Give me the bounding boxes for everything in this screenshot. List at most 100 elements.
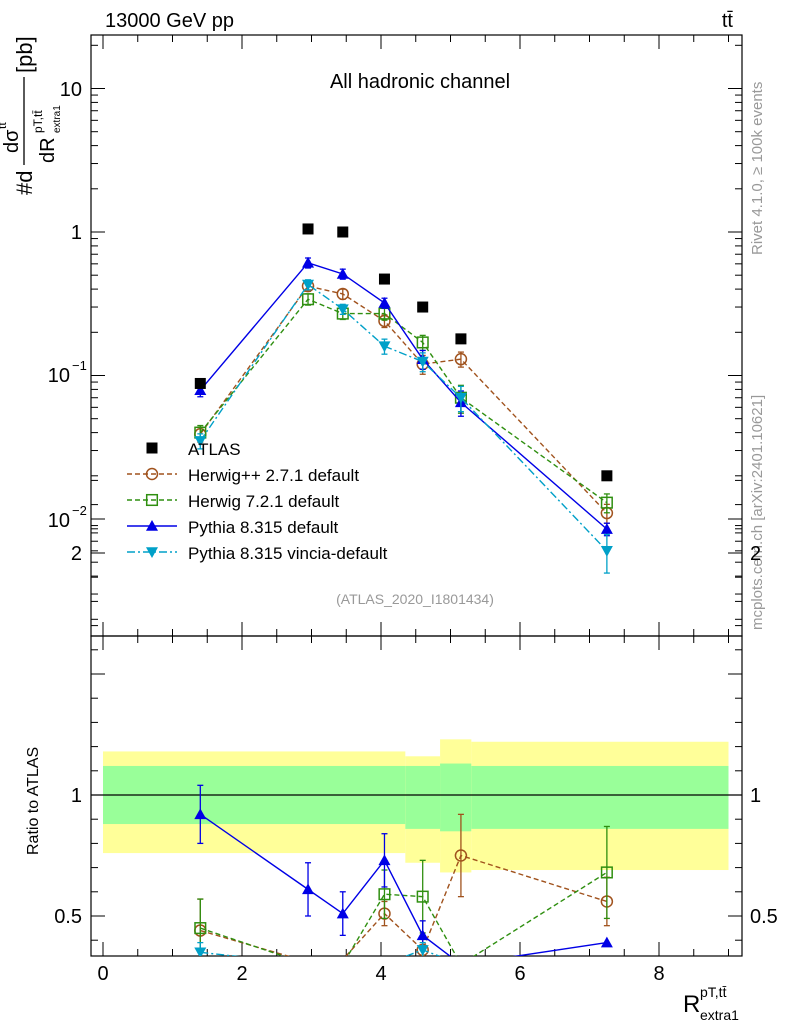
ratio-data-point (416, 945, 429, 956)
data-point (378, 297, 391, 308)
data-point (301, 293, 315, 306)
ratio-y-tick-label: 0.5 (54, 906, 82, 928)
ratio-series-line (200, 854, 608, 956)
svg-text:dσ: dσ (1, 129, 23, 153)
ratio-y-tick-label-right: 2 (750, 543, 761, 565)
ratio-data-point (194, 808, 207, 820)
atlas-data-point (378, 273, 390, 285)
legend-marker (146, 442, 158, 454)
data-point (416, 356, 429, 368)
main-y-axis-title: #d dσ tt̄ dR pT,tt̄ extra1 [pb] (0, 36, 63, 195)
svg-text:extra1: extra1 (700, 1007, 739, 1023)
ratio-data-point (416, 929, 429, 941)
legend: ATLAS Herwig++ 2.7.1 default Herwig 7.2.1 … (127, 440, 388, 563)
data-point (454, 352, 468, 366)
data-point (600, 523, 613, 534)
data-point (600, 496, 613, 509)
legend-marker (145, 467, 159, 481)
y-tick-label-1: 1 (71, 222, 82, 244)
legend-label: ATLAS (188, 440, 241, 459)
svg-text:#d: #d (12, 171, 37, 195)
data-point (302, 256, 315, 268)
x-tick-label: 6 (514, 963, 525, 985)
legend-marker (146, 547, 158, 558)
ratio-data-point (600, 866, 613, 879)
atlas-data-point (302, 223, 314, 235)
main-y-tick-labels: 10 1 10 −1 10 −2 (48, 79, 87, 532)
ratio-uncertainty-bands (103, 739, 729, 873)
atlas-data-point (417, 301, 429, 313)
x-tick-label: 2 (236, 963, 247, 985)
process-label: tt̄ (722, 10, 734, 32)
svg-text:R: R (683, 991, 700, 1018)
ratio-data-point (336, 907, 349, 919)
ratio-y-tick-label: 1 (71, 785, 82, 807)
ratio-data-point (378, 854, 391, 866)
energy-label: 13000 GeV pp (105, 10, 234, 32)
ratio-data-point (454, 849, 468, 862)
legend-label: Herwig++ 2.7.1 default (188, 466, 359, 485)
y-tick-label-1e-1-exp: −1 (72, 358, 87, 373)
svg-text:dR: dR (37, 137, 59, 163)
data-point (378, 341, 391, 353)
ratio-data-point (302, 883, 315, 895)
legend-marker (146, 520, 158, 531)
atlas-data-point (337, 226, 349, 238)
ratio-series-layer (194, 784, 614, 956)
atlas-data-point (601, 470, 613, 482)
ratio-data-point (378, 888, 391, 901)
ratio-data-point (416, 890, 429, 903)
ratio-series-line (200, 871, 608, 956)
ratio-y-tick-label-right: 0.5 (750, 906, 778, 928)
rivet-label: Rivet 4.1.0, ≥ 100k events (749, 82, 766, 255)
data-point (302, 279, 315, 291)
x-tick-label: 8 (653, 963, 664, 985)
ratio-y-axis-title: Ratio to ATLAS (25, 747, 42, 855)
x-tick-label: 4 (375, 963, 386, 985)
legend-label: Pythia 8.315 vincia-default (188, 544, 388, 563)
x-axis-title: R pT,tt̄ extra1 (683, 984, 739, 1023)
svg-text:pT,tt̄: pT,tt̄ (700, 984, 727, 1000)
ratio-y-tick-labels: 0.5 0.5 1 1 2 2 (54, 543, 778, 928)
legend-label: Herwig 7.2.1 default (188, 492, 339, 511)
main-axis-ticks (91, 35, 742, 636)
data-point (336, 267, 349, 279)
svg-text:extra1: extra1 (52, 105, 63, 133)
ratio-data-point (194, 922, 207, 935)
svg-text:tt̄: tt̄ (0, 122, 9, 129)
ratio-plot-frame (90, 635, 743, 957)
data-point (336, 287, 350, 301)
ratio-axis-ticks (91, 479, 742, 956)
data-point (194, 436, 207, 447)
data-point (454, 392, 467, 404)
y-tick-label-1e-2-exp: −2 (72, 503, 87, 518)
ratio-data-point (600, 936, 613, 948)
data-point (600, 546, 613, 557)
ratio-y-tick-label: 2 (71, 543, 82, 565)
atlas-data-point (455, 333, 467, 345)
x-tick-labels: 0 2 4 6 8 (97, 963, 664, 985)
main-series-layer (194, 223, 614, 574)
analysis-label: (ATLAS_2020_I1801434) (336, 591, 494, 607)
svg-text:pT,tt̄: pT,tt̄ (31, 110, 45, 133)
ratio-data-point (194, 947, 207, 956)
mcplots-label: mcplots.cern.ch [arXiv:2401.10621] (749, 395, 766, 630)
y-tick-label-10: 10 (60, 79, 82, 101)
atlas-data-point (194, 377, 206, 389)
data-point (416, 336, 429, 349)
x-tick-label: 0 (97, 963, 108, 985)
svg-text:[pb]: [pb] (12, 36, 37, 73)
data-point (336, 304, 349, 316)
y-tick-label-1e-1: 10 (48, 365, 70, 387)
main-series-line (199, 261, 608, 530)
stat-uncertainty-band (471, 765, 729, 829)
stat-uncertainty-band (440, 763, 472, 832)
legend-label: Pythia 8.315 default (188, 518, 339, 537)
ratio-y-tick-label-right: 1 (750, 785, 761, 807)
channel-label: All hadronic channel (330, 71, 510, 93)
legend-marker (145, 493, 159, 507)
y-tick-label-1e-2: 10 (48, 510, 70, 532)
data-point (194, 384, 207, 395)
stat-uncertainty-band (405, 765, 441, 829)
